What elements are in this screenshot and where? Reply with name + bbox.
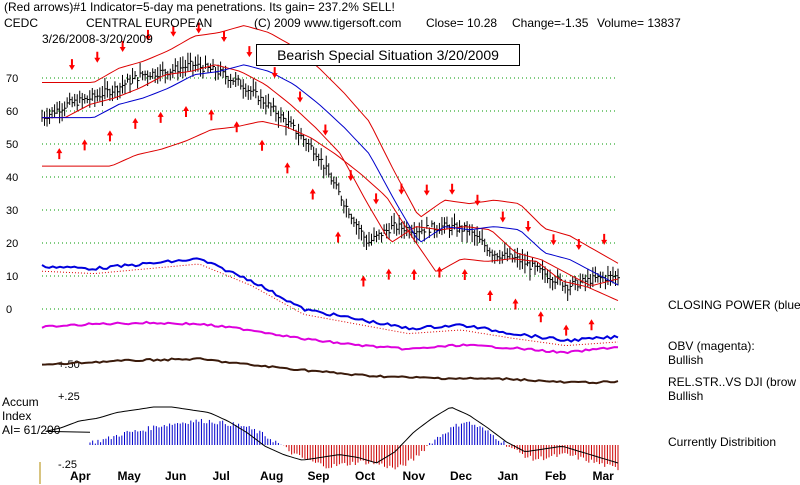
change-value: Change=-1.35 (512, 16, 589, 30)
x-tick-label: Jan (498, 469, 519, 483)
buy-arrow-icon (81, 139, 88, 151)
sell-arrow-icon (449, 183, 456, 195)
date-range: 3/26/2008-3/20/2009 (42, 32, 153, 46)
buy-arrow-icon (259, 139, 266, 151)
relstr-state: Bullish (668, 389, 704, 403)
copyright: (C) 2009 www.tigersoft.com (254, 16, 402, 30)
sell-arrow-icon (297, 91, 304, 103)
close-value: Close= 10.28 (426, 16, 498, 30)
x-tick-label: Feb (545, 469, 566, 483)
buy-arrow-icon (157, 111, 164, 123)
sell-arrow-icon (68, 59, 75, 71)
sell-arrow-icon (398, 183, 405, 195)
y-tick-label: 50 (6, 139, 18, 151)
buy-arrow-icon (436, 266, 443, 278)
sell-arrow-icon (601, 233, 608, 245)
buy-arrow-icon (385, 268, 392, 280)
buy-arrow-icon (487, 290, 494, 302)
sell-arrow-icon (322, 124, 329, 136)
buy-arrow-icon (284, 162, 291, 174)
x-tick-label: Mar (593, 469, 615, 483)
y-tick-label: 40 (6, 172, 18, 184)
accum-tick-label: -.25 (58, 459, 77, 471)
header-indicator-text: (Red arrows)#1 Indicator=5-day ma penetr… (4, 0, 395, 14)
sell-arrow-icon (94, 51, 101, 63)
y-tick-label: 60 (6, 106, 18, 118)
sell-arrow-icon (575, 239, 582, 251)
x-tick-label: May (118, 469, 142, 483)
y-tick-label: 20 (6, 238, 18, 250)
sell-arrow-icon (347, 170, 354, 182)
buy-arrow-icon (309, 188, 316, 200)
buy-arrow-icon (183, 106, 189, 118)
buy-arrow-icon (132, 117, 139, 129)
buy-arrow-icon (208, 109, 215, 121)
lower-band-line (42, 120, 619, 302)
buy-arrow-icon (360, 275, 367, 287)
x-tick-label: Oct (355, 469, 375, 483)
buy-arrow-icon (56, 148, 63, 160)
buy-arrow-icon (335, 231, 342, 243)
sell-arrow-icon (499, 211, 506, 223)
buy-arrow-icon (512, 298, 519, 310)
accum-title-1: Accum (2, 395, 39, 409)
sell-arrow-icon (221, 30, 228, 42)
sell-arrow-icon (423, 184, 430, 196)
relstr-label: REL.STR..VS DJI (brow (668, 375, 797, 389)
price-bars (41, 52, 620, 301)
accum-title-2: Index (2, 409, 32, 423)
buy-arrow-icon (233, 121, 240, 133)
x-tick-label: Aug (260, 469, 283, 483)
sell-arrow-icon (550, 234, 557, 246)
buy-arrow-icon (537, 311, 544, 323)
y-tick-label: 70 (6, 73, 18, 85)
signal-arrows (56, 22, 608, 336)
sell-arrow-icon (119, 40, 126, 52)
x-tick-label: Dec (450, 469, 472, 483)
sell-arrow-icon (474, 194, 481, 206)
closing-power-line (41, 257, 619, 343)
y-tick-label: 30 (6, 205, 18, 217)
buy-arrow-icon (106, 130, 113, 142)
sell-arrow-icon (373, 193, 380, 205)
buy-arrow-icon (588, 319, 595, 331)
sell-arrow-icon (195, 22, 202, 34)
sell-arrow-icon (271, 67, 278, 79)
x-tick-label: Nov (403, 469, 426, 483)
sell-arrow-icon (246, 46, 253, 58)
buy-arrow-icon (411, 268, 418, 280)
company-name: CENTRAL EUROPEAN (86, 16, 213, 30)
x-tick-label: Jul (213, 469, 230, 483)
ma-short-line (42, 64, 619, 286)
accum-ma-line (45, 406, 619, 464)
x-tick-label: Sep (308, 469, 330, 483)
accum-histogram (89, 418, 619, 471)
ma-long-line (42, 64, 619, 286)
obv-state: Bullish (668, 353, 704, 367)
sell-arrow-icon (170, 25, 177, 37)
sell-arrow-icon (525, 220, 532, 232)
y-tick-label: 10 (6, 271, 18, 283)
buy-arrow-icon (461, 269, 468, 281)
bearish-callout: Bearish Special Situation 3/20/2009 (256, 44, 520, 66)
upper-band-line (42, 25, 619, 264)
x-tick-label: Apr (70, 469, 91, 483)
closing-power-ma-line (41, 263, 619, 347)
closing-power-label: CLOSING POWER (blue (668, 298, 800, 312)
accum-status: Currently Distribition (668, 435, 777, 449)
accum-tick-label: +.25 (58, 391, 80, 403)
accum-tick-label: +.50 (58, 359, 80, 371)
x-tick-label: Jun (165, 469, 186, 483)
ai-value: AI= 61/200 (2, 423, 61, 437)
ticker-symbol: CEDC (4, 16, 39, 30)
y-tick-label: 0 (6, 304, 12, 316)
buy-arrow-icon (563, 324, 570, 336)
relstr-line (41, 357, 619, 385)
volume-value: Volume= 13837 (597, 16, 681, 30)
sell-arrow-icon (144, 29, 151, 41)
obv-line (41, 320, 619, 355)
obv-label: OBV (magenta): (668, 339, 755, 353)
